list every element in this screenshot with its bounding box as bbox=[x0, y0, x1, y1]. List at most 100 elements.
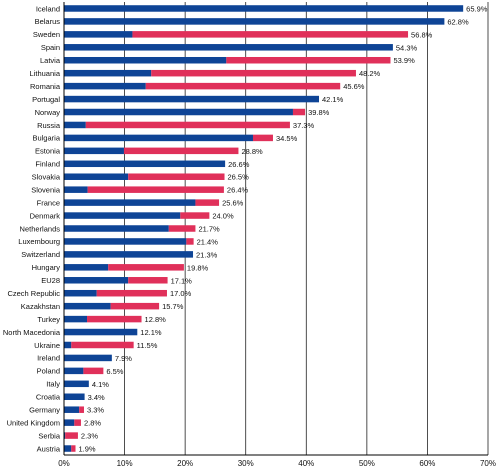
bar-segment-blue bbox=[64, 147, 124, 155]
bar-segment-blue bbox=[64, 302, 111, 310]
bar-segment-red bbox=[87, 315, 142, 323]
bar-segment-blue bbox=[64, 134, 253, 142]
bar-segment-red bbox=[87, 186, 224, 193]
data-label: 12.1% bbox=[140, 328, 162, 337]
category-label: Finland bbox=[35, 160, 60, 169]
bar-segment-blue bbox=[64, 82, 146, 90]
bar-segment-red bbox=[79, 406, 84, 413]
data-label: 54.3% bbox=[396, 43, 418, 52]
bars bbox=[64, 5, 464, 452]
category-label: Denmark bbox=[30, 211, 61, 220]
bar-segment-blue bbox=[64, 328, 138, 336]
bar-segment-blue bbox=[64, 277, 129, 284]
category-label: Belarus bbox=[35, 17, 61, 26]
data-label: 26.4% bbox=[227, 186, 249, 195]
bar-segment-blue bbox=[64, 186, 88, 193]
bar-segment-blue bbox=[64, 108, 293, 116]
bar-segment-blue bbox=[64, 432, 66, 439]
bar-segment-blue bbox=[64, 95, 320, 103]
category-labels: Iceland Belarus Sweden Spain Latvia Lithuania… bbox=[3, 4, 61, 453]
bar-segment-red bbox=[123, 147, 239, 155]
category-label: Italy bbox=[46, 380, 60, 389]
data-label: 17.1% bbox=[171, 276, 193, 285]
bar-segment-red bbox=[96, 289, 167, 297]
data-label: 21.4% bbox=[197, 237, 219, 246]
category-label: France bbox=[37, 198, 60, 207]
data-label: 65.9% bbox=[466, 4, 488, 13]
data-label: 2.8% bbox=[84, 419, 101, 428]
data-label: 56.8% bbox=[411, 30, 433, 39]
bar-segment-blue bbox=[64, 445, 72, 452]
data-label: 21.7% bbox=[198, 225, 220, 234]
data-label: 37.3% bbox=[293, 121, 315, 130]
bar-segment-blue bbox=[64, 212, 181, 219]
x-tick-label: 0% bbox=[58, 459, 70, 468]
bar-segment-red bbox=[252, 134, 273, 142]
category-label: Turkey bbox=[37, 315, 60, 324]
data-label: 26.6% bbox=[228, 160, 250, 169]
data-label: 21.3% bbox=[196, 250, 218, 259]
category-label: Spain bbox=[41, 43, 60, 52]
bar-segment-red bbox=[132, 31, 409, 38]
bar-segment-blue bbox=[64, 367, 84, 375]
bar-segment-blue bbox=[64, 354, 112, 362]
bar-segment-red bbox=[74, 419, 81, 426]
x-tick-label: 20% bbox=[177, 459, 193, 468]
bar-segment-blue bbox=[64, 289, 97, 297]
bar-segment-blue bbox=[64, 199, 196, 206]
bar-segment-blue bbox=[64, 238, 187, 245]
category-label: Luxembourg bbox=[18, 237, 60, 246]
bar-segment-blue bbox=[64, 264, 109, 271]
category-label: Croatia bbox=[36, 393, 61, 402]
bar-segment-blue bbox=[64, 121, 86, 129]
data-label: 3.4% bbox=[88, 393, 105, 402]
data-label: 1.9% bbox=[79, 445, 96, 454]
axes bbox=[63, 2, 488, 456]
data-label: 45.6% bbox=[343, 82, 365, 91]
bar-segment-blue bbox=[64, 160, 226, 168]
bar-segment-blue bbox=[64, 380, 89, 388]
category-label: Hungary bbox=[32, 263, 61, 272]
category-label: Norway bbox=[35, 108, 61, 117]
data-label: 53.9% bbox=[393, 56, 415, 65]
data-label: 3.3% bbox=[87, 406, 104, 415]
bar-segment-red bbox=[226, 56, 391, 64]
bar-segment-red bbox=[128, 173, 225, 180]
x-tick-label: 60% bbox=[419, 459, 435, 468]
category-label: Portugal bbox=[32, 95, 60, 104]
category-label: Russia bbox=[37, 121, 61, 130]
bar-segment-blue bbox=[64, 18, 445, 25]
category-label: Ukraine bbox=[34, 341, 60, 350]
data-label: 48.2% bbox=[359, 69, 381, 78]
category-label: Austria bbox=[37, 444, 61, 453]
category-label: Germany bbox=[29, 406, 60, 415]
x-axis-tick-labels: 0% 10% 20% 30% 40% 50% 60% 70% bbox=[58, 459, 496, 468]
category-label: Iceland bbox=[36, 4, 60, 13]
bar-segment-red bbox=[108, 264, 184, 271]
category-label: Kazakhstan bbox=[21, 302, 60, 311]
category-label: EU28 bbox=[41, 276, 60, 285]
bar-segment-red bbox=[83, 367, 104, 375]
bar-segment-blue bbox=[64, 393, 85, 401]
x-tick-label: 10% bbox=[117, 459, 133, 468]
bar-segment-blue bbox=[64, 69, 152, 77]
data-label: 17.0% bbox=[170, 289, 192, 298]
data-label: 6.5% bbox=[106, 367, 123, 376]
data-label: 39.8% bbox=[308, 108, 330, 117]
bar-segment-red bbox=[180, 212, 210, 219]
category-label: North Macedonia bbox=[3, 328, 61, 337]
category-label: Czech Republic bbox=[7, 289, 60, 298]
category-label: Slovenia bbox=[31, 185, 61, 194]
category-label: Serbia bbox=[38, 431, 61, 440]
data-labels: 65.9% 62.8% 56.8% 54.3% 53.9% 48.2% 45.6% 42.1%… bbox=[79, 4, 488, 453]
data-label: 12.8% bbox=[145, 315, 167, 324]
data-label: 26.5% bbox=[228, 173, 250, 182]
x-tick-label: 40% bbox=[298, 459, 314, 468]
data-label: 25.6% bbox=[222, 199, 244, 208]
bar-segment-blue bbox=[64, 251, 194, 258]
bar-segment-blue bbox=[64, 173, 129, 180]
bar-segment-blue bbox=[64, 31, 133, 38]
data-label: 24.0% bbox=[212, 212, 234, 221]
category-label: Ireland bbox=[37, 354, 60, 363]
